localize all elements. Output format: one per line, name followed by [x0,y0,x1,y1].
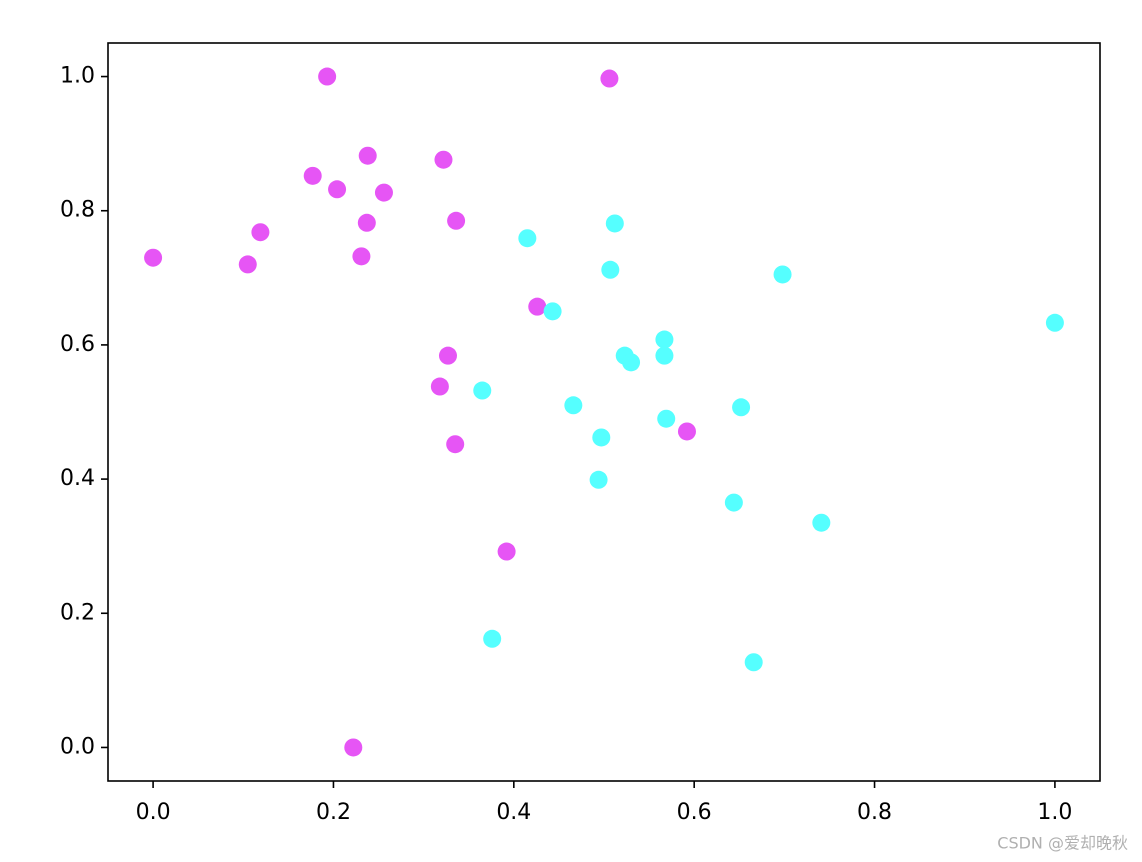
point [655,330,674,349]
point [605,214,624,233]
point [1045,313,1064,332]
point [773,265,792,284]
point [144,248,163,267]
plot-frame [107,42,1101,782]
point [732,398,751,417]
y-tick-label: 0.8 [60,198,95,223]
point [318,67,337,86]
y-tick-label: 1.0 [60,64,95,89]
point [447,211,466,230]
point [677,422,696,441]
point [328,180,347,199]
point [303,166,322,185]
point [251,223,270,242]
point [655,346,674,365]
x-tick-label: 0.2 [316,800,351,825]
point [601,260,620,279]
point [446,435,465,454]
x-tick-label: 0.6 [677,800,712,825]
point [473,381,492,400]
point [358,146,377,165]
point [812,513,831,532]
point [238,255,257,274]
point [430,377,449,396]
point [497,542,516,561]
point [622,353,641,372]
point [724,493,743,512]
point [744,653,763,672]
point [438,346,457,365]
x-tick-label: 1.0 [1037,800,1072,825]
point [434,150,453,169]
point [592,428,611,447]
watermark: CSDN @爱却晚秋 [997,834,1128,853]
point [357,213,376,232]
y-tick-label: 0.0 [60,734,95,759]
x-tick-label: 0.8 [857,800,892,825]
point [543,302,562,321]
x-tick-label: 0.0 [136,800,171,825]
point [374,183,393,202]
point [344,738,363,757]
point [528,297,547,316]
y-tick-label: 0.6 [60,332,95,357]
point [600,69,619,88]
point [352,247,371,266]
point [589,470,608,489]
point [483,629,502,648]
point [518,229,537,248]
point [564,396,583,415]
y-tick-label: 0.2 [60,600,95,625]
y-tick-label: 0.4 [60,466,95,491]
x-tick-label: 0.4 [496,800,531,825]
point [657,409,676,428]
